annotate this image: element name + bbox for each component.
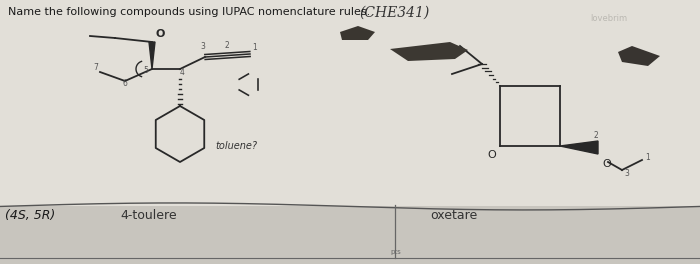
Text: (4S, 5R): (4S, 5R) bbox=[5, 209, 55, 223]
Text: lovebrim: lovebrim bbox=[590, 14, 627, 23]
Text: 4: 4 bbox=[180, 68, 184, 77]
Text: 2: 2 bbox=[593, 131, 598, 140]
Text: O: O bbox=[156, 29, 165, 39]
Text: (CHE341): (CHE341) bbox=[360, 6, 430, 20]
Text: Name the following compounds using IUPAC nomenclature rules.: Name the following compounds using IUPAC… bbox=[8, 7, 370, 17]
Text: 4-toulere: 4-toulere bbox=[120, 209, 176, 223]
Bar bbox=[0, 206, 700, 264]
Text: pts: pts bbox=[390, 249, 401, 255]
Text: oxetare: oxetare bbox=[430, 209, 477, 223]
Text: O: O bbox=[488, 150, 496, 160]
Polygon shape bbox=[149, 42, 155, 69]
Polygon shape bbox=[390, 42, 468, 61]
Text: 2: 2 bbox=[225, 41, 230, 50]
Polygon shape bbox=[618, 46, 660, 66]
Text: 1: 1 bbox=[253, 43, 258, 52]
Text: 5: 5 bbox=[144, 66, 148, 75]
Text: 3: 3 bbox=[624, 169, 629, 178]
Text: O: O bbox=[602, 159, 610, 169]
Text: 3: 3 bbox=[201, 42, 205, 51]
Polygon shape bbox=[560, 141, 598, 154]
Polygon shape bbox=[340, 26, 375, 40]
Text: 6: 6 bbox=[122, 79, 127, 88]
Text: 1: 1 bbox=[645, 153, 650, 162]
Text: toluene?: toluene? bbox=[215, 141, 257, 151]
Text: 7: 7 bbox=[94, 63, 99, 72]
